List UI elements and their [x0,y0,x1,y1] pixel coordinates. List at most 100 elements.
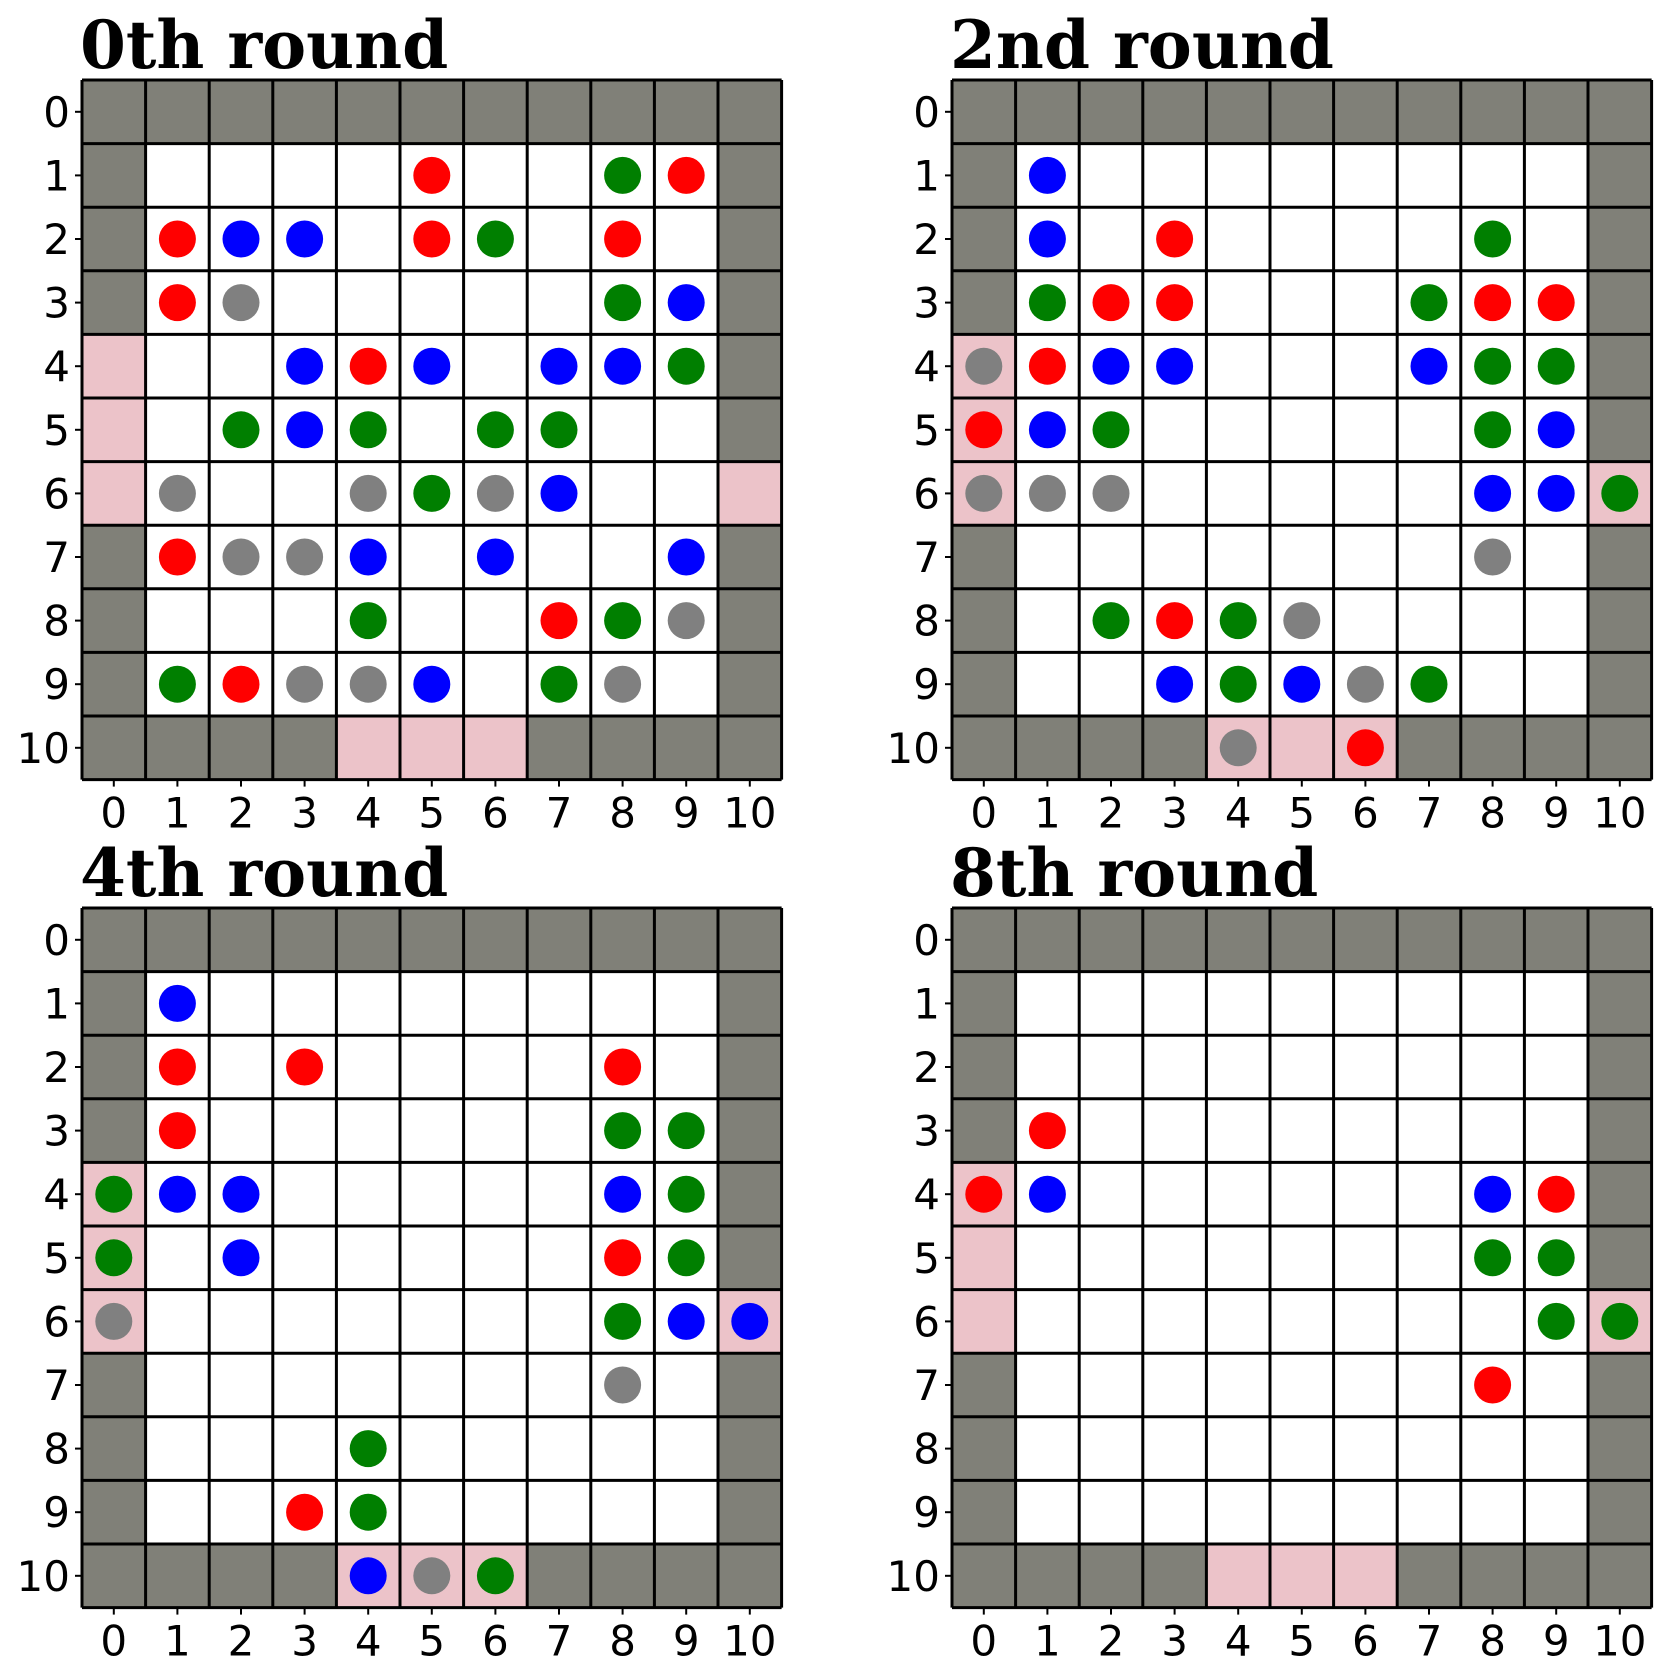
wall-cell [1588,588,1652,653]
floor-cell [1206,1098,1270,1163]
floor-cell [1206,1226,1270,1290]
floor-cell [1524,652,1588,716]
floor-cell [590,1480,655,1544]
agent-green [1537,1302,1575,1340]
wall-cell [1588,270,1652,335]
floor-cell [1333,1480,1398,1544]
floor-cell [1079,525,1143,589]
floor-cell [1142,461,1207,526]
floor-cell [272,143,337,208]
wall-cell [718,398,782,462]
floor-cell [527,525,591,589]
wall-cell [1333,908,1398,972]
agent-blue [286,347,324,385]
floor-cell [1333,1162,1398,1226]
floor-cell [654,207,718,271]
wall-cell [1588,1162,1652,1226]
floor-cell [336,270,400,335]
floor-cell [1397,1416,1461,1481]
y-tick-label: 5 [913,1234,940,1283]
agent-blue [1028,220,1066,258]
floor-cell [1524,588,1588,653]
wall-cell [952,1416,1016,1481]
floor-cell [1270,398,1334,462]
floor-cell [1397,1289,1461,1354]
wall-cell [82,270,146,335]
wall-cell [82,143,146,208]
agent-blue [1156,665,1194,703]
exit-cell [952,1226,1016,1290]
wall-cell [654,80,718,144]
x-tick-label: 3 [291,1617,318,1664]
exit-cell [463,716,528,780]
floor-cell [1015,1289,1080,1354]
x-tick-label: 9 [1543,789,1570,838]
agent-green [1474,1239,1512,1277]
y-tick-label: 2 [43,215,70,264]
exit-cell [336,716,400,780]
agent-green [604,1112,642,1150]
x-tick-label: 6 [482,789,509,838]
wall-cell [1079,716,1143,780]
agent-red [604,220,642,258]
floor-cell [527,1480,591,1544]
wall-cell [1588,334,1652,398]
floor-cell [1206,398,1270,462]
floor-cell [1206,1480,1270,1544]
floor-cell [1142,1098,1207,1163]
floor-cell [272,971,337,1036]
agent-blue [349,538,387,576]
floor-cell [1270,334,1334,398]
agent-blue [1474,474,1512,512]
wall-cell [1588,1035,1652,1099]
x-tick-label: 0 [100,1617,127,1664]
agent-green [349,602,387,640]
wall-cell [1524,1544,1588,1608]
floor-cell [1079,1289,1143,1354]
wall-cell [1588,971,1652,1036]
wall-cell [718,1353,782,1417]
wall-cell [82,1098,146,1163]
x-tick-label: 0 [970,789,997,838]
agent-blue [1028,1175,1066,1213]
agent-green [1092,411,1130,449]
agent-red [965,411,1003,449]
agent-gray [222,284,260,322]
wall-cell [1015,1544,1080,1608]
y-tick-label: 8 [913,1425,940,1474]
wall-cell [1206,80,1270,144]
agent-green [1537,347,1575,385]
y-tick-label: 10 [17,724,70,773]
x-tick-label: 5 [418,789,445,838]
wall-cell [718,80,782,144]
agent-red [1028,347,1066,385]
wall-cell [952,143,1016,208]
exit-cell [718,461,782,526]
floor-cell [527,1226,591,1290]
agent-green [476,411,514,449]
wall-cell [272,1544,337,1608]
floor-cell [1270,1353,1334,1417]
floor-cell [463,1416,528,1481]
floor-cell [1397,398,1461,462]
floor-cell [336,971,400,1036]
floor-cell [463,334,528,398]
x-tick-label: 9 [673,789,700,838]
y-tick-label: 6 [43,1297,70,1346]
agent-gray [1028,474,1066,512]
floor-cell [1460,1035,1525,1099]
agent-blue [1283,665,1321,703]
floor-cell [1460,971,1525,1036]
floor-cell [527,1289,591,1354]
floor-cell [145,1353,210,1417]
floor-cell [527,971,591,1036]
floor-cell [463,971,528,1036]
y-tick-label: 1 [43,151,70,200]
agent-gray [1219,729,1257,767]
floor-cell [1079,1035,1143,1099]
agent-green [604,602,642,640]
agent-gray [965,347,1003,385]
y-tick-label: 9 [43,660,70,709]
wall-cell [527,908,591,972]
agent-gray [1283,602,1321,640]
